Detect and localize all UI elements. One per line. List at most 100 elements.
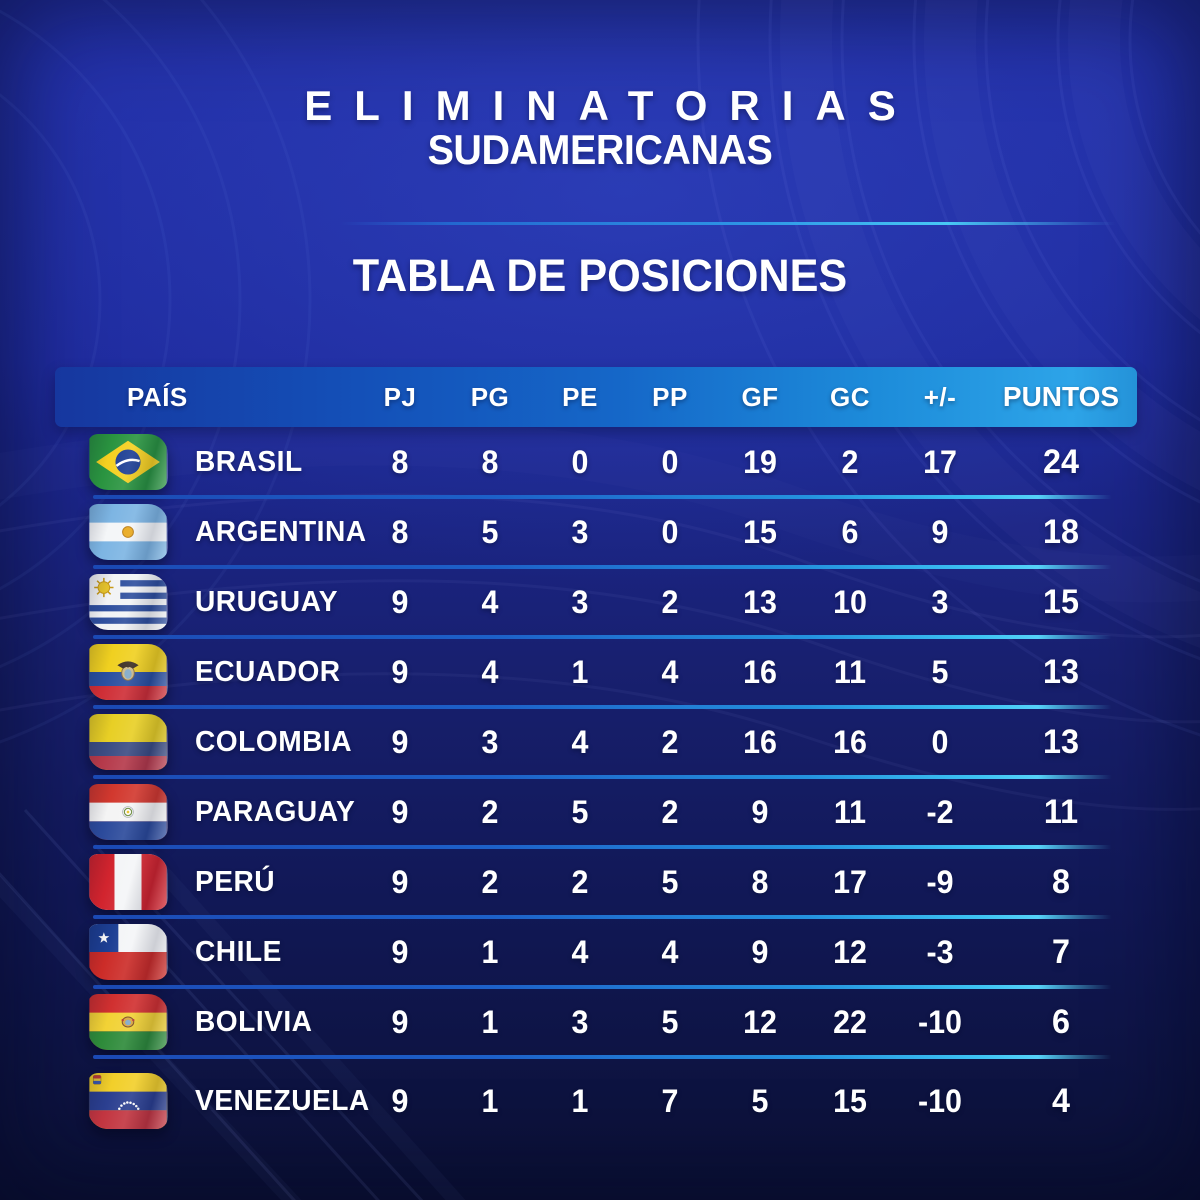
stat-pe: 3 <box>571 583 589 620</box>
country-cell: ARGENTINA <box>55 504 366 560</box>
column-header-pj: PJ <box>383 381 417 412</box>
stat-dif: -3 <box>926 933 954 970</box>
stat-pg: 1 <box>481 933 499 970</box>
stat-pe: 4 <box>571 933 589 970</box>
stat-puntos: 6 <box>1052 1002 1070 1041</box>
country-cell: PERÚ <box>55 854 355 910</box>
stat-pj: 9 <box>391 933 409 970</box>
stat-pg: 3 <box>481 723 499 760</box>
stat-pp: 2 <box>661 723 679 760</box>
stat-pp: 5 <box>661 1003 679 1040</box>
table-row: ARGENTINA 8 5 3 0 15 6 9 18 <box>55 497 1143 569</box>
stat-gc: 12 <box>833 933 867 970</box>
table-row: ECUADOR 9 4 1 4 16 11 5 13 <box>55 637 1143 709</box>
stat-gc: 11 <box>833 793 867 830</box>
stat-pj: 9 <box>391 723 409 760</box>
country-name: CHILE <box>195 935 282 968</box>
flag-peru <box>88 854 168 910</box>
stat-pp: 0 <box>661 513 679 550</box>
table-body: BRASIL 8 8 0 0 19 2 17 24 ARGENTINA 8 5 … <box>55 427 1143 1145</box>
stat-pp: 2 <box>661 583 679 620</box>
stat-pj: 9 <box>391 1003 409 1040</box>
column-header-gf: GF <box>741 381 779 412</box>
stat-puntos: 13 <box>1043 722 1079 761</box>
stat-puntos: 7 <box>1052 932 1070 971</box>
stat-gf: 15 <box>743 513 777 550</box>
flag-paraguay <box>88 784 168 840</box>
stat-gf: 5 <box>751 1082 769 1119</box>
stat-gc: 22 <box>833 1003 867 1040</box>
country-cell: COLOMBIA <box>55 714 355 770</box>
stat-gf: 9 <box>751 933 769 970</box>
column-header-pg: PG <box>470 381 510 412</box>
country-cell: ECUADOR <box>55 644 355 700</box>
country-name: ARGENTINA <box>195 515 367 548</box>
stat-pe: 1 <box>571 653 589 690</box>
stat-pe: 1 <box>571 1082 589 1119</box>
country-cell: BRASIL <box>55 434 355 490</box>
stat-pe: 4 <box>571 723 589 760</box>
table-row: PERÚ 9 2 2 5 8 17 -9 8 <box>55 847 1143 919</box>
stat-pj: 9 <box>391 583 409 620</box>
stat-pg: 1 <box>481 1003 499 1040</box>
table-row: COLOMBIA 9 3 4 2 16 16 0 13 <box>55 707 1143 779</box>
column-header-pe: PE <box>562 381 598 412</box>
flag-chile <box>88 924 168 980</box>
page-title: ELIMINATORIAS <box>304 82 918 129</box>
stat-pg: 8 <box>481 443 499 480</box>
stat-gc: 15 <box>833 1082 867 1119</box>
stat-gf: 16 <box>743 723 777 760</box>
flag-venezuela <box>88 1073 168 1129</box>
stat-pp: 7 <box>661 1082 679 1119</box>
stat-pg: 1 <box>481 1082 499 1119</box>
country-name: ECUADOR <box>195 655 341 688</box>
stat-dif: 3 <box>931 583 949 620</box>
stat-pp: 2 <box>661 793 679 830</box>
table-row: BRASIL 8 8 0 0 19 2 17 24 <box>55 427 1143 499</box>
stat-pp: 5 <box>661 863 679 900</box>
flag-argentina <box>88 504 168 560</box>
table-row: VENEZUELA 9 1 1 7 5 15 -10 4 <box>55 1057 1137 1145</box>
stat-pp: 0 <box>661 443 679 480</box>
stat-gf: 8 <box>751 863 769 900</box>
stat-pj: 8 <box>391 513 409 550</box>
stat-puntos: 24 <box>1043 442 1079 481</box>
stat-dif: -10 <box>918 1082 962 1119</box>
standings-table: PAÍS PJ PG PE PP GF GC +/- PUNTOS BRASIL… <box>55 367 1143 1145</box>
column-header-pp: PP <box>652 381 688 412</box>
stat-pg: 4 <box>481 583 499 620</box>
country-name: PERÚ <box>195 865 276 898</box>
country-name: URUGUAY <box>195 585 339 618</box>
country-cell: PARAGUAY <box>55 784 355 840</box>
stat-pj: 9 <box>391 863 409 900</box>
stat-pe: 5 <box>571 793 589 830</box>
stat-gc: 10 <box>833 583 867 620</box>
stat-pg: 4 <box>481 653 499 690</box>
stat-pj: 9 <box>391 653 409 690</box>
stat-dif: 9 <box>931 513 949 550</box>
country-name: COLOMBIA <box>195 725 353 758</box>
stat-pp: 4 <box>661 653 679 690</box>
stat-puntos: 8 <box>1052 862 1070 901</box>
table-row: BOLIVIA 9 1 3 5 12 22 -10 6 <box>55 987 1143 1059</box>
stat-puntos: 18 <box>1043 512 1079 551</box>
stat-gf: 9 <box>751 793 769 830</box>
stat-dif: 5 <box>931 653 949 690</box>
table-row: CHILE 9 1 4 4 9 12 -3 7 <box>55 917 1143 989</box>
table-row: PARAGUAY 9 2 5 2 9 11 -2 11 <box>55 777 1143 849</box>
flag-brasil <box>88 434 168 490</box>
title-divider <box>340 222 1140 225</box>
stat-pj: 9 <box>391 793 409 830</box>
stat-dif: -10 <box>918 1003 962 1040</box>
table-row: URUGUAY 9 4 3 2 13 10 3 15 <box>55 567 1143 639</box>
table-header-row: PAÍS PJ PG PE PP GF GC +/- PUNTOS <box>55 367 1137 427</box>
stat-dif: -9 <box>926 863 954 900</box>
stat-pp: 4 <box>661 933 679 970</box>
country-cell: VENEZUELA <box>55 1073 369 1129</box>
stat-pj: 8 <box>391 443 409 480</box>
column-header-pais: PAÍS <box>127 381 188 412</box>
stat-gc: 17 <box>833 863 867 900</box>
stat-pg: 2 <box>481 863 499 900</box>
stat-dif: 0 <box>931 723 949 760</box>
